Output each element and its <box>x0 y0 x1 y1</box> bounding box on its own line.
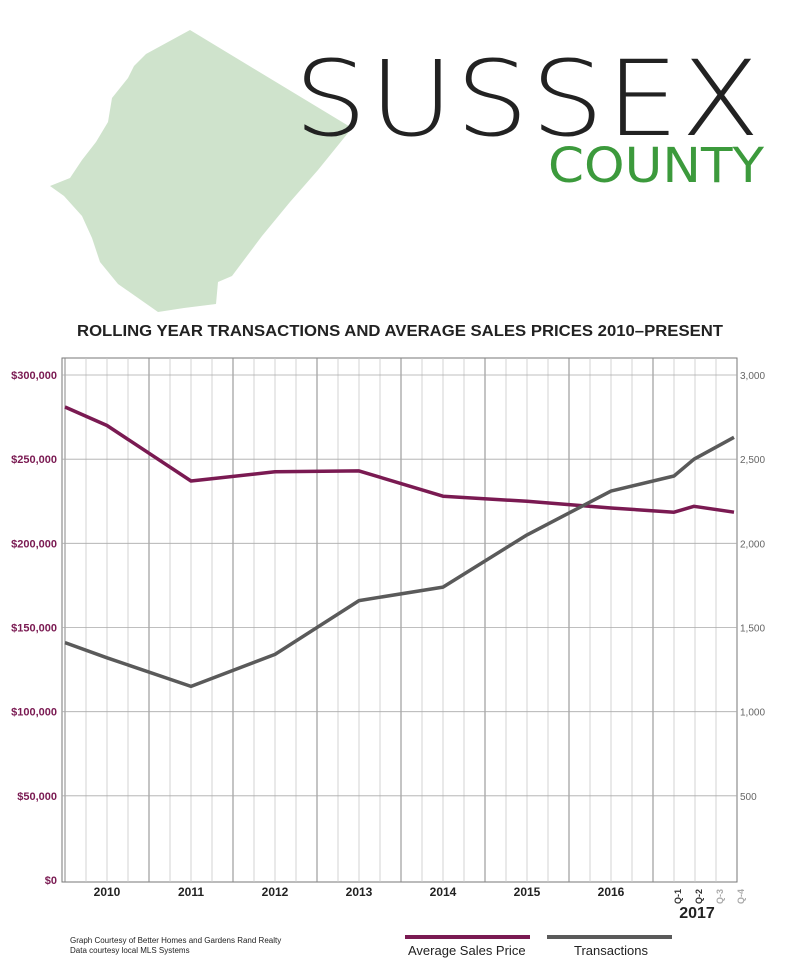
legend: Average Sales Price Transactions <box>405 935 672 958</box>
credit-line-1: Graph Courtesy of Better Homes and Garde… <box>70 936 281 945</box>
sussex-county-map-icon <box>50 30 352 312</box>
x-tick-label: 2011 <box>178 885 204 899</box>
chart-area: $0 $50,000 $100,000 $150,000 $200,000 $250,00… <box>11 357 765 922</box>
chart-title: ROLLING YEAR TRANSACTIONS AND AVERAGE SA… <box>77 323 723 340</box>
quarter-label: Q-1 <box>673 889 683 904</box>
right-tick-label: 1,500 <box>740 624 765 635</box>
x-tick-label: 2012 <box>262 885 289 899</box>
grid <box>62 358 737 882</box>
left-axis: $0 $50,000 $100,000 $150,000 $200,000 $250,00… <box>11 370 57 887</box>
county-subtitle: COUNTY <box>548 138 765 194</box>
legend-label-transactions: Transactions <box>574 943 648 958</box>
quarter-label: Q-2 <box>694 889 704 904</box>
credit-line-2: Data courtesy local MLS Systems <box>70 946 190 955</box>
x-axis: 2010 2011 2012 2013 2014 2015 2016 Q-1 Q-2 Q-3 Q-4… <box>94 885 746 922</box>
quarter-label: Q-4 <box>736 889 746 904</box>
x-tick-label: 2010 <box>94 885 121 899</box>
x-tick-label: 2016 <box>598 885 625 899</box>
series-group <box>64 405 735 689</box>
left-tick-label: $100,000 <box>11 707 57 719</box>
right-tick-label: 1,000 <box>740 708 765 719</box>
legend-label-price: Average Sales Price <box>408 943 526 958</box>
left-tick-label: $200,000 <box>11 538 57 550</box>
left-tick-label: $0 <box>45 875 57 887</box>
right-tick-label: 3,000 <box>740 371 765 382</box>
right-tick-label: 500 <box>740 792 757 803</box>
left-tick-label: $300,000 <box>11 370 57 382</box>
left-tick-label: $150,000 <box>11 623 57 635</box>
x-tick-label: 2014 <box>430 885 457 899</box>
left-tick-label: $250,000 <box>11 454 57 466</box>
plot-frame <box>61 357 738 883</box>
quarter-label: Q-3 <box>715 889 725 904</box>
quarter-year-label: 2017 <box>679 905 715 922</box>
x-tick-label: 2015 <box>514 885 541 899</box>
county-title: SUSSEX <box>294 38 762 160</box>
series-line <box>64 435 735 689</box>
right-tick-label: 2,500 <box>740 455 765 466</box>
x-tick-label: 2013 <box>346 885 373 899</box>
right-tick-label: 2,000 <box>740 539 765 550</box>
right-axis: 500 1,000 1,500 2,000 2,500 3,000 <box>740 371 765 803</box>
left-tick-label: $50,000 <box>17 791 57 803</box>
series-line <box>64 405 735 514</box>
